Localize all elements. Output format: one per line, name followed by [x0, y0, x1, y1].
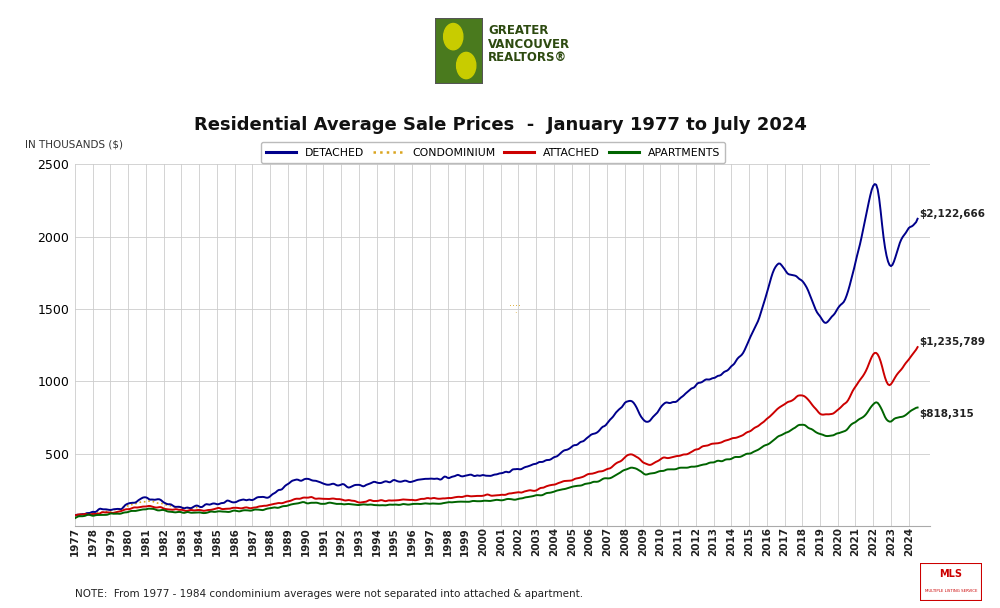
Text: NOTE:  From 1977 - 1984 condominium averages were not separated into attached & : NOTE: From 1977 - 1984 condominium avera… [75, 589, 583, 599]
Text: REALTORS®: REALTORS® [488, 51, 567, 64]
Circle shape [444, 24, 463, 50]
Text: $1,235,789: $1,235,789 [920, 337, 986, 347]
Text: MLS: MLS [940, 569, 962, 579]
Text: VANCOUVER: VANCOUVER [488, 38, 570, 50]
Text: GREATER: GREATER [488, 24, 548, 37]
Text: $818,315: $818,315 [920, 409, 974, 419]
Circle shape [457, 52, 476, 78]
Text: IN THOUSANDS ($): IN THOUSANDS ($) [25, 140, 123, 150]
Text: MULTIPLE LISTING SERVICE: MULTIPLE LISTING SERVICE [925, 589, 977, 593]
Text: Residential Average Sale Prices  -  January 1977 to July 2024: Residential Average Sale Prices - Januar… [194, 116, 806, 134]
Text: ....: .... [509, 299, 521, 308]
Text: $2,122,666: $2,122,666 [920, 209, 986, 219]
Text: .: . [514, 306, 517, 315]
Legend: DETACHED, CONDOMINIUM, ATTACHED, APARTMENTS: DETACHED, CONDOMINIUM, ATTACHED, APARTME… [261, 142, 725, 163]
